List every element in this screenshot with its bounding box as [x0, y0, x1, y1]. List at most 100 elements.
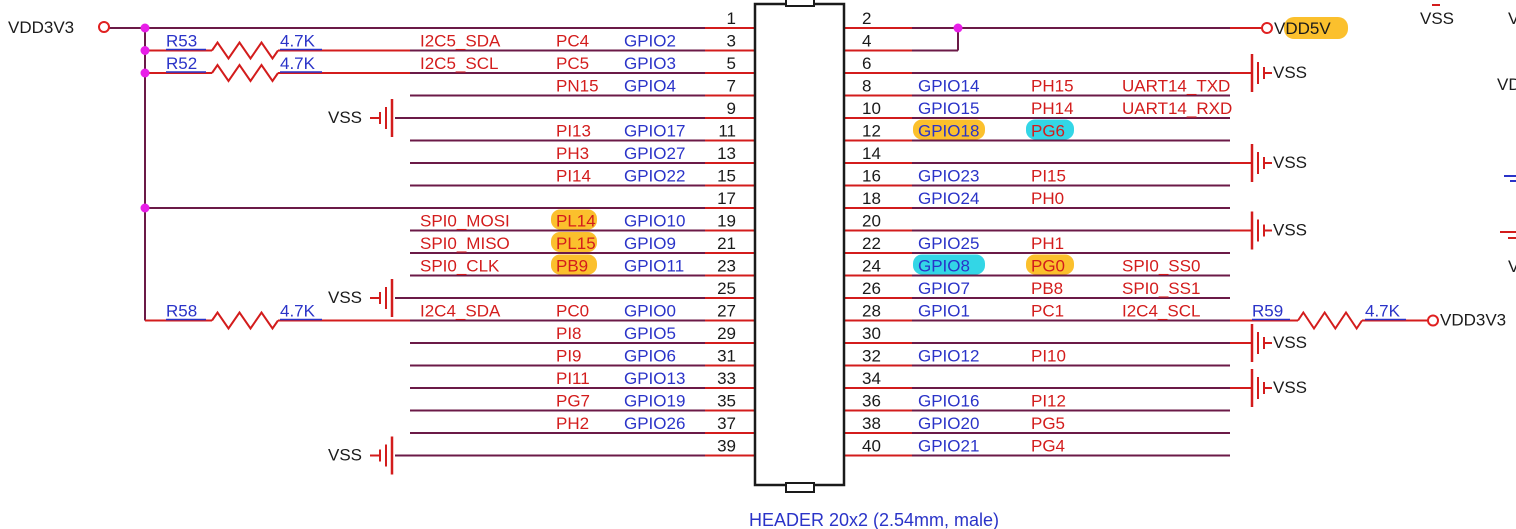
vss-ground-left-2	[379, 436, 394, 475]
port-label: PC5	[556, 54, 589, 73]
vss-ground-right-0	[1250, 54, 1265, 92]
gpio-label: GPIO19	[624, 392, 685, 411]
gpio-label: GPIO27	[624, 144, 685, 163]
port-label: PI13	[556, 122, 591, 141]
port-label: PI8	[556, 324, 582, 343]
resistor-zigzag	[211, 310, 279, 331]
gpio-label: GPIO25	[918, 234, 979, 253]
vss-ground-right-4	[1250, 369, 1265, 407]
gpio-label: GPIO13	[624, 369, 685, 388]
vss-label: VSS	[328, 446, 362, 465]
edge-vd-label: VD	[1497, 75, 1516, 94]
pin-number: 8	[862, 77, 871, 96]
pin-number: 15	[717, 167, 736, 186]
port-label: PC0	[556, 302, 589, 321]
pin-number: 10	[862, 99, 881, 118]
resistor-value: 4.7K	[280, 32, 316, 51]
gpio-label: GPIO24	[918, 189, 979, 208]
pin-number: 7	[727, 77, 736, 96]
vss-ground-right-2	[1250, 211, 1265, 250]
pin-number: 5	[727, 54, 736, 73]
function-label: SPI0_MOSI	[420, 212, 510, 231]
port-label: PH3	[556, 144, 589, 163]
function-label: I2C5_SDA	[420, 32, 501, 51]
pin-number: 39	[717, 437, 736, 456]
gpio-label: GPIO1	[918, 302, 970, 321]
pin-number: 18	[862, 189, 881, 208]
gpio-label: GPIO10	[624, 212, 685, 231]
pin-number: 33	[717, 369, 736, 388]
pin-number: 13	[717, 144, 736, 163]
pin-number: 29	[717, 324, 736, 343]
highlight-cyan	[1026, 119, 1074, 140]
pin-number: 21	[717, 234, 736, 253]
pin-number: 14	[862, 144, 881, 163]
pin-number: 19	[717, 212, 736, 231]
pin-number: 11	[718, 122, 736, 141]
vss-label: VSS	[1273, 333, 1307, 352]
gpio-label: GPIO4	[624, 77, 676, 96]
pin-number: 34	[862, 369, 881, 388]
pin-number: 35	[717, 392, 736, 411]
port-label: PG4	[1031, 437, 1065, 456]
pin-number: 16	[862, 167, 881, 186]
pin-number: 3	[727, 32, 736, 51]
junction-dot	[140, 46, 150, 55]
symbols-layer	[98, 0, 1516, 493]
resistor-ref: R52	[166, 54, 197, 73]
highlight-orange	[551, 254, 597, 275]
gpio-label: GPIO16	[918, 392, 979, 411]
function-label: I2C5_SCL	[420, 54, 498, 73]
junction-dot	[953, 23, 963, 33]
port-label: PG0	[1031, 257, 1065, 276]
power-port-circle	[1427, 314, 1439, 327]
pin-number: 37	[717, 414, 736, 433]
vss-label: VSS	[328, 288, 362, 307]
port-label: PI14	[556, 167, 591, 186]
edge-v-label: V	[1508, 257, 1516, 276]
pin-number: 28	[862, 302, 881, 321]
port-label: PH14	[1031, 99, 1074, 118]
port-label: PG5	[1031, 414, 1065, 433]
vss-label: VSS	[328, 108, 362, 127]
pin-number: 27	[717, 302, 736, 321]
pin-number: 36	[862, 392, 881, 411]
pin-number: 25	[717, 279, 736, 298]
resistor-ref: R58	[166, 302, 197, 321]
highlight-orange	[1284, 17, 1348, 39]
pin-number: 6	[862, 54, 871, 73]
gpio-label: GPIO6	[624, 347, 676, 366]
function-label: SPI0_MISO	[420, 234, 510, 253]
edge-vss-label: VSS	[1420, 9, 1454, 28]
gpio-label: GPIO5	[624, 324, 676, 343]
port-label: PC1	[1031, 302, 1064, 321]
port-label: PG7	[556, 392, 590, 411]
resistor-zigzag	[211, 63, 279, 83]
port-label: PB9	[556, 257, 588, 276]
vss-ground-right-3	[1250, 324, 1265, 362]
port-label: PI15	[1031, 167, 1066, 186]
function-label: UART14_RXD	[1122, 99, 1232, 118]
gpio-label: GPIO12	[918, 347, 979, 366]
pin-number: 12	[862, 122, 881, 141]
function-label: SPI0_SS1	[1122, 279, 1200, 298]
gpio-label: GPIO2	[624, 32, 676, 51]
pin-number: 38	[862, 414, 881, 433]
header-body	[753, 2, 846, 487]
header-key-top	[785, 0, 815, 7]
port-label: PN15	[556, 77, 599, 96]
vdd3v3-right-label: VDD3V3	[1440, 311, 1506, 330]
resistor-ref: R59	[1252, 302, 1283, 321]
resistor-value: 4.7K	[280, 302, 316, 321]
function-label: SPI0_CLK	[420, 257, 500, 276]
pin-number: 20	[862, 212, 881, 231]
highlight-cyan	[913, 254, 985, 275]
pin-number: 9	[727, 99, 736, 118]
highlight-orange	[551, 209, 597, 230]
pin-number: 1	[727, 9, 736, 28]
junction-dot	[140, 23, 150, 33]
highlight-orange	[551, 232, 597, 252]
port-label: PB8	[1031, 279, 1063, 298]
gpio-label: GPIO22	[624, 167, 685, 186]
